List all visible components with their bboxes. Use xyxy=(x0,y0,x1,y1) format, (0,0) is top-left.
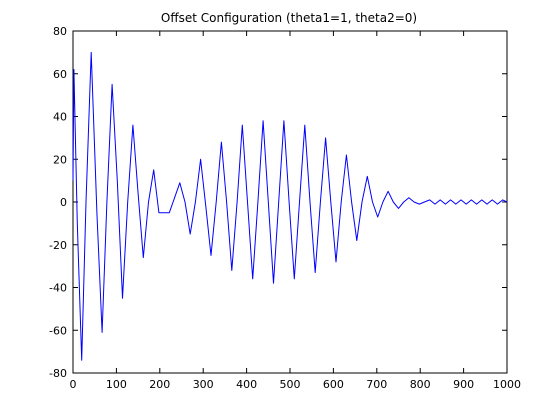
x-tick-label: 200 xyxy=(149,378,170,391)
y-tick-label: 40 xyxy=(53,111,67,124)
y-tick-label: 60 xyxy=(53,68,67,81)
x-tick-label: 300 xyxy=(193,378,214,391)
y-tick-label: -20 xyxy=(49,239,67,252)
series-line xyxy=(72,51,508,361)
axes-box xyxy=(72,30,508,374)
y-tick-label: -80 xyxy=(49,367,67,380)
chart-title: Offset Configuration (theta1=1, theta2=0… xyxy=(161,11,417,25)
x-tick-label: 800 xyxy=(410,378,431,391)
plot-area: 0 100 200 300 400 500 600 700 800 900 1000-80-60-4… xyxy=(49,25,521,391)
y-tick-label: 80 xyxy=(53,25,67,38)
x-tick-label: 0 xyxy=(70,378,77,391)
x-tick-label: 1000 xyxy=(493,378,521,391)
x-tick-label: 900 xyxy=(453,378,474,391)
y-tick-label: -60 xyxy=(49,324,67,337)
y-tick-label: -40 xyxy=(49,282,67,295)
x-tick-label: 100 xyxy=(106,378,127,391)
x-tick-label: 600 xyxy=(323,378,344,391)
y-tick-label: 0 xyxy=(60,196,67,209)
x-tick-label: 700 xyxy=(366,378,387,391)
x-tick-label: 400 xyxy=(236,378,257,391)
x-tick-label: 500 xyxy=(280,378,301,391)
y-tick-label: 20 xyxy=(53,153,67,166)
